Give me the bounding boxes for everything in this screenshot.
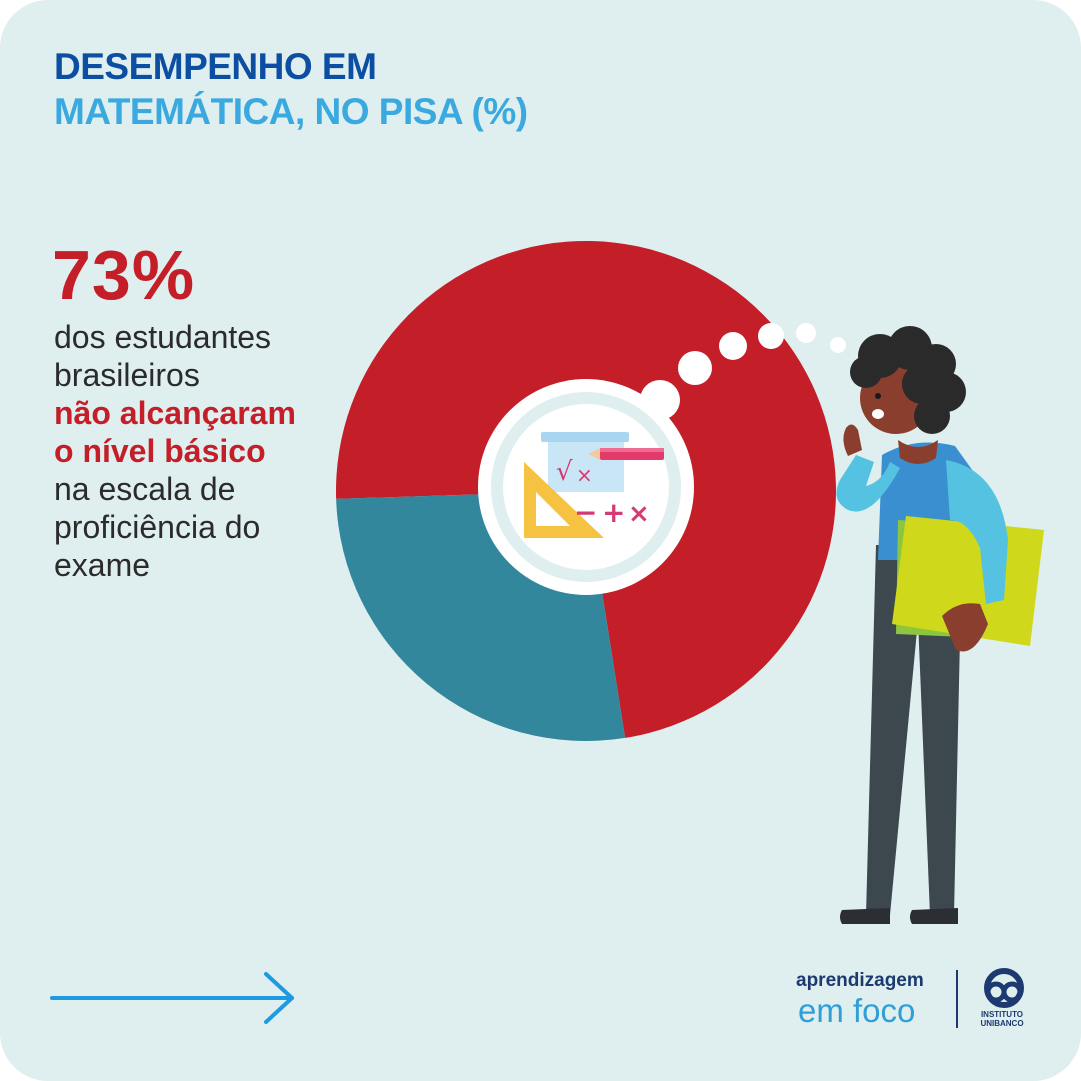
student-illustration: [836, 326, 1044, 924]
thought-dot: [758, 323, 784, 349]
brand-footer: aprendizagem em foco INSTITUTO UNIBANCO: [796, 968, 1036, 1030]
arrow-right-icon[interactable]: [50, 968, 300, 1028]
thought-dot: [796, 323, 816, 343]
highlight-description: dos estudantes brasileiros não alcançara…: [54, 318, 354, 584]
title-line-1: DESEMPENHO EM: [54, 46, 377, 87]
svg-text:×: ×: [628, 499, 650, 529]
desc-line: na escala de: [54, 471, 236, 507]
svg-text:+: +: [602, 496, 625, 529]
thought-dot: [678, 351, 712, 385]
desc-line-highlight: o nível básico: [54, 433, 266, 469]
brand-logo-text: INSTITUTO UNIBANCO: [980, 1010, 1024, 1028]
svg-text:−: −: [574, 496, 597, 529]
desc-line: proficiência do: [54, 509, 261, 545]
svg-text:×: ×: [576, 463, 593, 487]
desc-line: dos estudantes: [54, 319, 272, 355]
brand-divider: [956, 970, 958, 1028]
math-symbols-icon: √ × − + ×: [478, 379, 694, 595]
svg-text:√: √: [556, 457, 573, 487]
desc-line-highlight: não alcançaram: [54, 395, 296, 431]
title-line-2: MATEMÁTICA, NO PISA (%): [54, 91, 528, 132]
thought-dot: [830, 337, 846, 353]
instituto-unibanco-logo: [984, 968, 1024, 1008]
desc-line: brasileiros: [54, 357, 200, 393]
thought-dot: [719, 332, 747, 360]
brand-name-line1: aprendizagem: [796, 970, 924, 991]
brand-name-line2: em foco: [798, 992, 916, 1029]
desc-line: exame: [54, 547, 151, 583]
highlight-value: 73%: [52, 236, 196, 314]
